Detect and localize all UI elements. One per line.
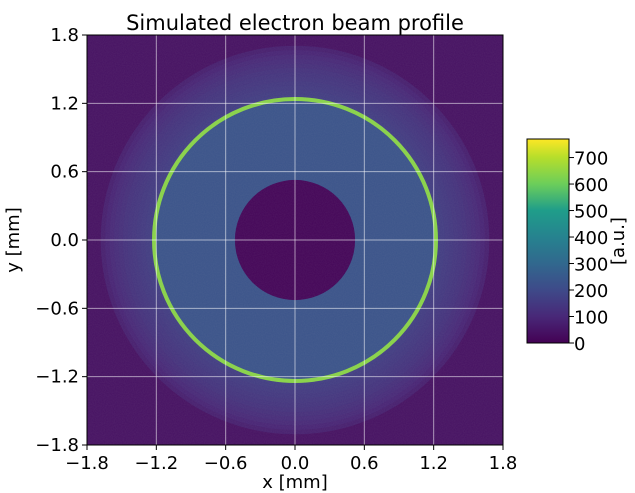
colorbar-tick-label: 0 bbox=[574, 334, 585, 355]
y-axis-ticks: −1.8 −1.2 −0.6 0.0 0.6 1.2 1.8 bbox=[35, 25, 87, 456]
colorbar-tick-label: 700 bbox=[574, 149, 608, 170]
x-tick-label: 1.2 bbox=[419, 453, 448, 474]
colorbar-tick-label: 500 bbox=[574, 202, 608, 223]
colorbar-tick-label: 300 bbox=[574, 255, 608, 276]
colorbar-tick-label: 400 bbox=[574, 228, 608, 249]
x-tick-label: −1.2 bbox=[134, 453, 178, 474]
colorbar-ticks: 0 100 200 300 400 500 600 700 bbox=[569, 149, 608, 355]
x-tick-label: 0.0 bbox=[281, 453, 310, 474]
y-tick-label: 1.2 bbox=[50, 93, 79, 114]
y-tick-label: 0.0 bbox=[50, 230, 79, 251]
x-axis-label: x [mm] bbox=[262, 472, 328, 493]
y-tick-label: −1.8 bbox=[35, 435, 79, 456]
chart-title: Simulated electron beam profile bbox=[126, 11, 464, 35]
x-tick-label: −1.8 bbox=[65, 453, 109, 474]
y-tick-label: 0.6 bbox=[50, 162, 79, 183]
y-tick-label: −0.6 bbox=[35, 298, 79, 319]
x-tick-label: −0.6 bbox=[204, 453, 248, 474]
colorbar bbox=[526, 138, 570, 344]
y-tick-label: −1.2 bbox=[35, 367, 79, 388]
colorbar-label: [a.u.] bbox=[608, 217, 629, 265]
x-tick-label: 1.8 bbox=[489, 453, 518, 474]
y-tick-label: 1.8 bbox=[50, 25, 79, 46]
colorbar-tick-label: 600 bbox=[574, 175, 608, 196]
y-axis-label: y [mm] bbox=[3, 207, 24, 273]
colorbar-tick-label: 200 bbox=[574, 281, 608, 302]
colorbar-tick-label: 100 bbox=[574, 308, 608, 329]
x-tick-label: 0.6 bbox=[350, 453, 379, 474]
x-axis-ticks: −1.8 −1.2 −0.6 0.0 0.6 1.2 1.8 bbox=[65, 445, 517, 474]
